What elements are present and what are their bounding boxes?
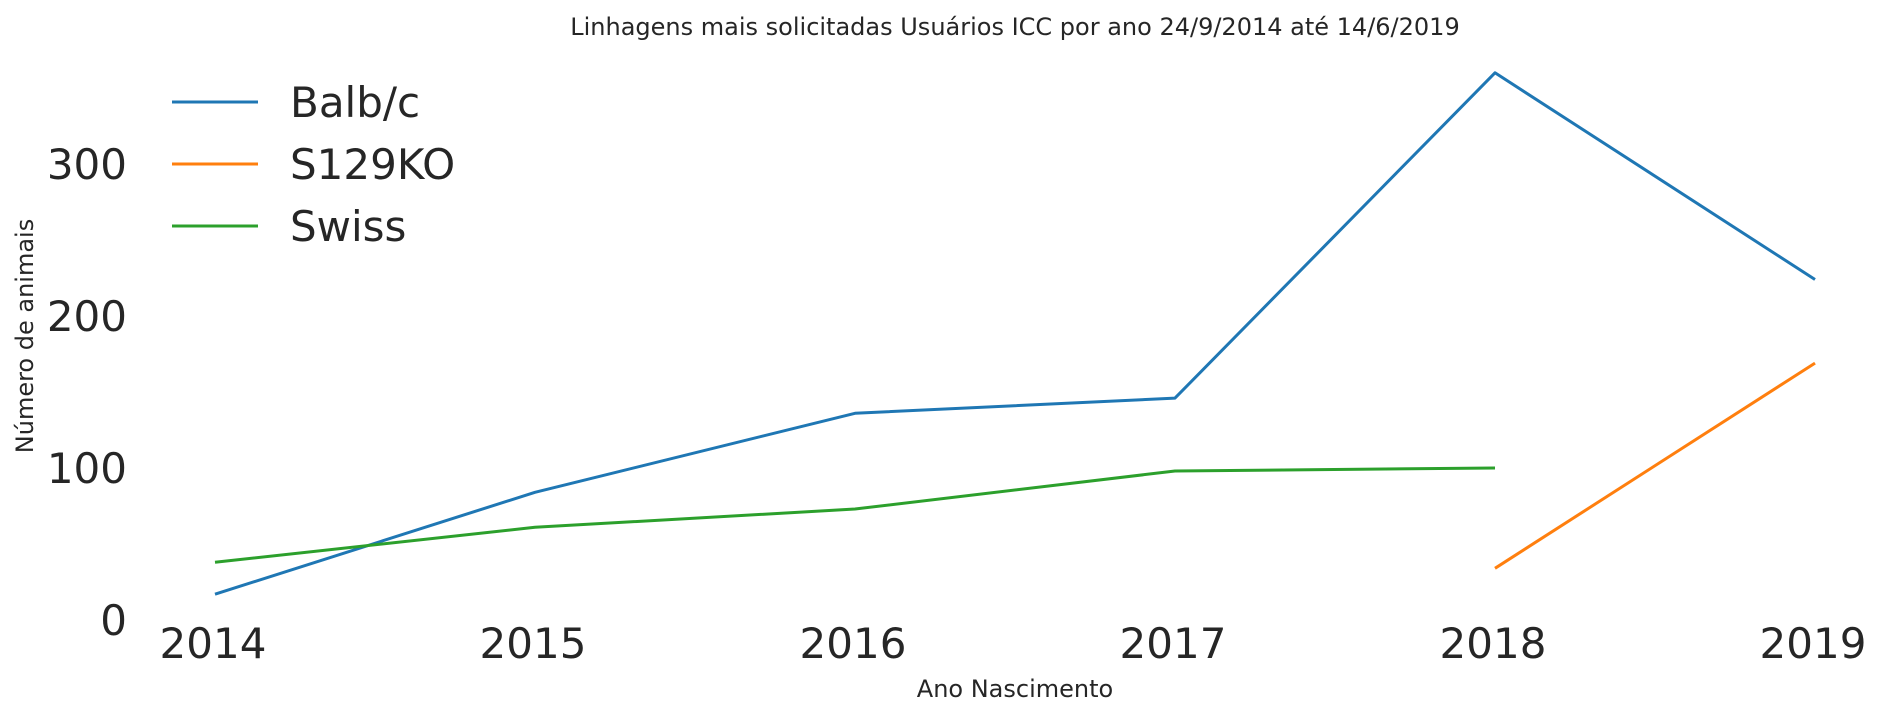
x-axis-ticks: 2014 2015 2016 2017 2018 2019 bbox=[160, 619, 1867, 668]
y-tick-label: 0 bbox=[100, 596, 127, 645]
chart-title: Linhagens mais solicitadas Usuários ICC … bbox=[570, 13, 1459, 41]
legend-label: Swiss bbox=[290, 202, 406, 251]
x-axis-label: Ano Nascimento bbox=[917, 675, 1113, 703]
legend-item: Balb/c bbox=[172, 78, 420, 127]
y-axis-label: Número de animais bbox=[11, 219, 39, 453]
legend-label: Balb/c bbox=[290, 78, 420, 127]
legend-item: Swiss bbox=[172, 202, 406, 251]
x-tick-label: 2014 bbox=[160, 619, 267, 668]
x-tick-label: 2018 bbox=[1440, 619, 1547, 668]
x-tick-label: 2016 bbox=[800, 619, 907, 668]
series-line-balb-c bbox=[214, 71, 1816, 596]
legend-label: S129KO bbox=[290, 140, 455, 189]
x-tick-label: 2019 bbox=[1760, 619, 1867, 668]
series-line-swiss bbox=[214, 466, 1496, 564]
legend: Balb/c S129KO Swiss bbox=[172, 78, 455, 251]
y-tick-label: 100 bbox=[47, 444, 127, 493]
x-tick-label: 2017 bbox=[1120, 619, 1227, 668]
y-axis-ticks: 0 100 200 300 bbox=[47, 140, 127, 645]
series-line-s129ko bbox=[1494, 361, 1816, 570]
y-tick-label: 200 bbox=[47, 292, 127, 341]
x-tick-label: 2015 bbox=[480, 619, 587, 668]
series-lines bbox=[214, 71, 1816, 596]
legend-item: S129KO bbox=[172, 140, 455, 189]
y-tick-label: 300 bbox=[47, 140, 127, 189]
